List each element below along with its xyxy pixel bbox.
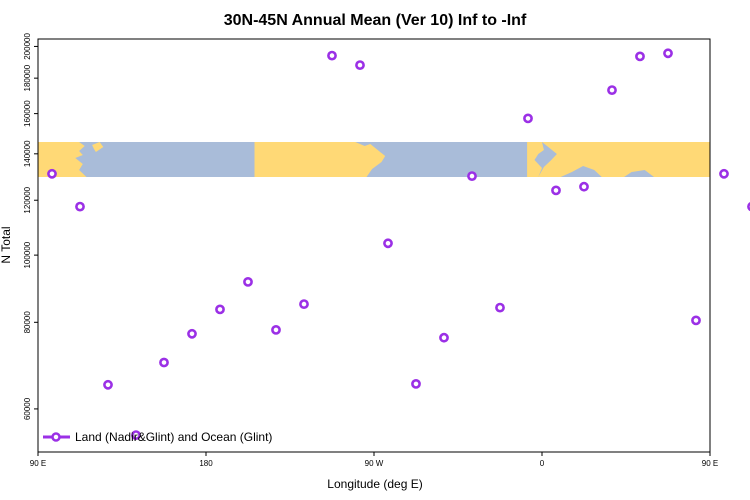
data-point (215, 304, 225, 315)
plot-frame (37, 38, 711, 453)
data-series (47, 48, 750, 440)
data-point (187, 328, 197, 339)
x-axis-label: Longitude (deg E) (327, 477, 422, 491)
chart-title: 30N-45N Annual Mean (Ver 10) Inf to -Inf (224, 12, 527, 29)
map-land-5 (687, 142, 710, 177)
data-point (495, 302, 505, 313)
x-axis-ticks: 90 E 180 90 W 0 90 E (30, 452, 718, 468)
y-tick-label: 200000 (23, 33, 32, 60)
map-land-3 (527, 142, 544, 177)
legend-marker-sample (51, 432, 61, 442)
x-tick-label: 0 (540, 459, 545, 468)
data-point (579, 181, 589, 192)
x-tick-label: 180 (199, 459, 213, 468)
data-point (103, 379, 113, 390)
x-tick-label: 90 W (365, 459, 384, 468)
map-land-1 (92, 142, 104, 152)
legend-entry-label: Land (Nadir&Glint) and Ocean (Glint) (75, 430, 272, 444)
data-point (355, 60, 365, 70)
y-tick-label: 140000 (23, 140, 32, 167)
data-point (75, 201, 85, 212)
data-point (607, 85, 617, 95)
data-point (47, 168, 57, 179)
data-point (299, 299, 309, 309)
data-point (439, 332, 449, 343)
map-land-4 (538, 142, 710, 177)
data-point (383, 238, 393, 249)
y-tick-label: 160000 (23, 100, 32, 127)
data-point (131, 430, 141, 440)
data-point (271, 324, 281, 335)
map-land-2 (254, 142, 386, 177)
y-tick-label: 60000 (23, 397, 32, 420)
data-point (691, 315, 701, 326)
data-point (663, 48, 673, 59)
legend: Land (Nadir&Glint) and Ocean (Glint) (43, 430, 272, 444)
y-axis-ticks: 60000 80000 100000 120000 140000 160000 180000… (23, 33, 38, 420)
y-tick-label: 80000 (23, 311, 32, 334)
y-axis-label: N Total (0, 226, 13, 263)
data-point (159, 357, 169, 368)
background-map-band (38, 142, 710, 177)
data-point (467, 171, 477, 181)
data-point (243, 276, 253, 287)
data-point (719, 168, 729, 179)
x-tick-label: 90 E (702, 459, 718, 468)
y-tick-label: 180000 (23, 64, 32, 91)
data-point (551, 185, 561, 196)
data-point (523, 113, 533, 124)
data-point (327, 50, 337, 61)
data-point (411, 378, 421, 389)
y-tick-label: 100000 (23, 241, 32, 268)
x-tick-label: 90 E (30, 459, 46, 468)
y-tick-label: 120000 (23, 186, 32, 213)
map-land-0 (38, 142, 87, 177)
data-point (635, 51, 645, 62)
